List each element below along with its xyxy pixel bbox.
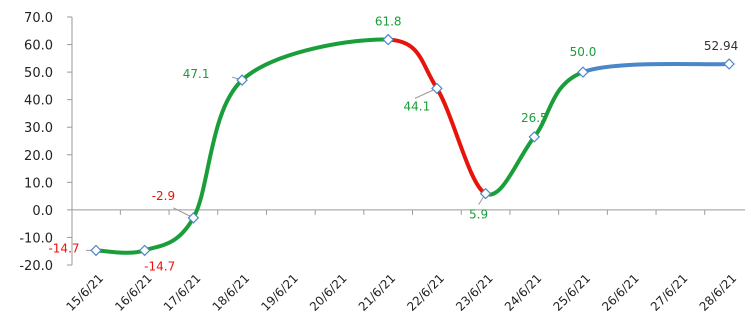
data-point-marker bbox=[723, 58, 735, 70]
series-line-segment bbox=[581, 61, 732, 75]
series-line-segment bbox=[191, 78, 245, 220]
series-line-segment bbox=[386, 37, 439, 91]
y-tick-label: 50.0 bbox=[24, 66, 53, 81]
series-line bbox=[94, 37, 732, 255]
y-tick-label: 70.0 bbox=[24, 11, 53, 26]
series-line-segment bbox=[483, 134, 537, 197]
data-point-marker bbox=[236, 74, 248, 86]
data-label: -14.7 bbox=[144, 259, 175, 273]
y-axis-ticks: 70.0 60.0 50.0 40.0 30.0 20.0 10.0 0.0 -10.0 -20.… bbox=[19, 11, 72, 274]
data-label: 61.8 bbox=[375, 15, 402, 29]
y-tick-label: 0.0 bbox=[32, 204, 53, 219]
data-point-marker bbox=[577, 66, 589, 78]
data-point-marker bbox=[90, 244, 102, 257]
y-tick-label: 30.0 bbox=[24, 121, 53, 136]
data-point-marker bbox=[187, 212, 200, 224]
data-label: 5.9 bbox=[469, 208, 488, 222]
series-line-segment bbox=[142, 215, 196, 253]
data-label: -14.7 bbox=[48, 241, 79, 255]
x-tick-label: 26/6/21 bbox=[599, 271, 642, 314]
data-label: 47.1 bbox=[183, 67, 210, 81]
x-tick-label: 17/6/21 bbox=[161, 271, 204, 314]
x-tick-label: 27/6/21 bbox=[648, 271, 691, 314]
series-line-segment bbox=[434, 86, 488, 196]
y-tick-label: -10.0 bbox=[19, 231, 53, 246]
series-line-segment bbox=[240, 37, 391, 83]
data-point-marker bbox=[138, 244, 151, 257]
x-tick-label: 21/6/21 bbox=[356, 271, 399, 314]
x-tick-label: 16/6/21 bbox=[112, 271, 155, 314]
data-point-marker bbox=[528, 131, 541, 143]
y-tick-label: 20.0 bbox=[24, 149, 53, 164]
x-tick-label: 25/6/21 bbox=[551, 271, 594, 314]
data-point-marker bbox=[431, 82, 443, 95]
data-point-marker bbox=[479, 187, 492, 200]
x-tick-label: 18/6/21 bbox=[210, 271, 253, 314]
data-point-markers bbox=[90, 33, 735, 257]
x-tick-label: 19/6/21 bbox=[258, 271, 301, 314]
x-tick-label: 24/6/21 bbox=[502, 271, 545, 314]
y-tick-label: 10.0 bbox=[24, 176, 53, 191]
x-tick-label: 20/6/21 bbox=[307, 271, 350, 314]
data-label: 50.0 bbox=[570, 45, 597, 59]
x-tick-label: 23/6/21 bbox=[453, 271, 496, 314]
x-tick-label: 15/6/21 bbox=[64, 271, 107, 314]
data-labels: -14.7 -14.7 -2.9 47.1 61.8 44.1 5.9 26.5 50.0 52.… bbox=[48, 15, 738, 274]
data-label: 52.94 bbox=[704, 39, 738, 53]
series-line-segment bbox=[532, 70, 585, 139]
data-label: -2.9 bbox=[152, 189, 175, 203]
y-tick-label: 40.0 bbox=[24, 94, 53, 109]
chart-axes bbox=[71, 17, 745, 265]
data-point-marker bbox=[382, 33, 394, 46]
y-tick-label: 60.0 bbox=[24, 39, 53, 54]
x-tick-label: 28/6/21 bbox=[697, 271, 740, 314]
y-tick-label: -20.0 bbox=[19, 259, 53, 274]
data-label: 44.1 bbox=[404, 99, 431, 113]
x-tick-label: 22/6/21 bbox=[404, 271, 447, 314]
series-line-segment bbox=[94, 248, 147, 255]
data-label: 26.5 bbox=[521, 111, 548, 125]
